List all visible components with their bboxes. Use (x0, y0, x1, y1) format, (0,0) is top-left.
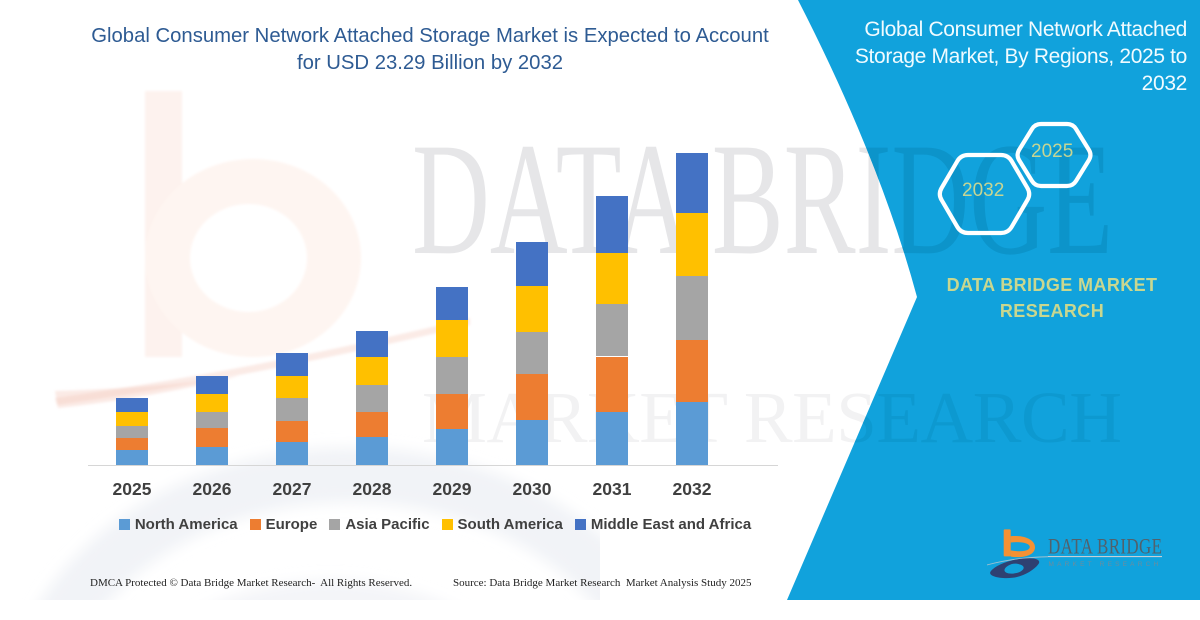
svg-text:DATA BRIDGE: DATA BRIDGE (412, 110, 1113, 288)
svg-text:DATA BRIDGE: DATA BRIDGE (1048, 536, 1162, 560)
svg-text:MARKET RESEARCH: MARKET RESEARCH (1049, 561, 1162, 568)
svg-text:MARKET RESEARCH: MARKET RESEARCH (422, 377, 1122, 458)
